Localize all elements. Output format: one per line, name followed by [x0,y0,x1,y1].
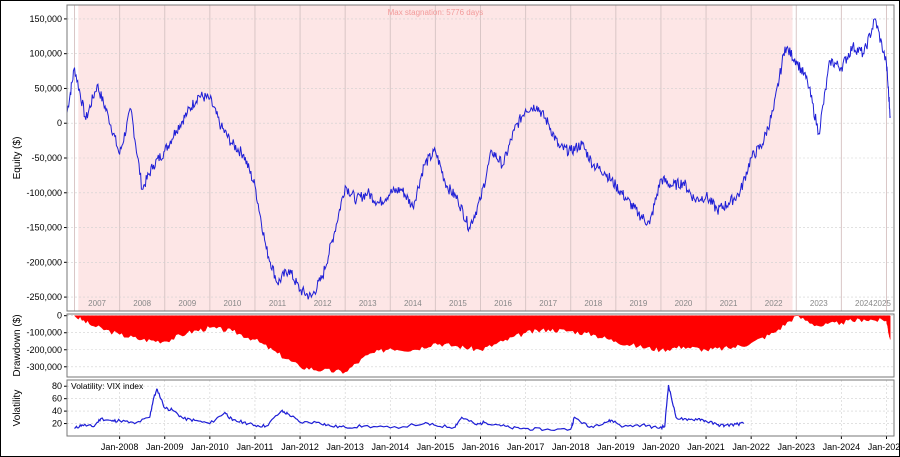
y-tick-label: 60 [52,394,62,404]
x-tick-label: Jan-2019 [597,442,635,452]
year-label: 2015 [449,299,467,308]
year-label: 2011 [269,299,287,308]
x-tick-label: Jan-2020 [642,442,680,452]
year-label: 2021 [720,299,738,308]
equity-panel-frame [66,4,895,312]
x-tick-label: Jan-2025 [868,442,899,452]
y-tick-label: -150,000 [26,223,62,233]
year-label: 2007 [88,299,106,308]
year-label: 2012 [314,299,332,308]
drawdown-panel-frame [66,313,895,378]
x-tick-label: Jan-2012 [281,442,319,452]
y-tick-label: -200,000 [26,257,62,267]
x-tick-label: Jan-2008 [101,442,139,452]
x-tick-label: Jan-2015 [417,442,455,452]
x-tick-label: Jan-2010 [191,442,229,452]
y-tick-label: -250,000 [26,292,62,302]
year-label: 2018 [584,299,602,308]
y-tick-label: 80 [52,381,62,391]
year-label: 2009 [178,299,196,308]
x-tick-label: Jan-2017 [507,442,545,452]
volatility-legend: Volatility: VIX index [71,381,144,391]
x-tick-label: Jan-2023 [777,442,815,452]
y-tick-label: 0 [57,311,62,321]
year-label: 2019 [629,299,647,308]
x-tick-label: Jan-2009 [146,442,184,452]
y-tick-label: 0 [57,118,62,128]
volatility-panel-frame [66,379,895,437]
year-label: 2024 [855,299,873,308]
year-label: 2008 [133,299,151,308]
y-tick-label: 150,000 [29,14,62,24]
x-tick-label: Jan-2014 [372,442,410,452]
x-tick-label: Jan-2013 [326,442,364,452]
equity-axis-title: Equity ($) [12,137,23,180]
x-tick-label: Jan-2024 [823,442,861,452]
y-tick-label: 50,000 [34,83,62,93]
year-label: 2017 [539,299,557,308]
year-label: 2020 [675,299,693,308]
y-tick-label: -50,000 [31,153,62,163]
y-tick-label: -100,000 [26,328,62,338]
y-tick-label: -300,000 [26,362,62,372]
y-tick-label: 100,000 [29,49,62,59]
year-label: 2016 [494,299,512,308]
y-tick-label: 40 [52,406,62,416]
equity-line [66,18,891,300]
drawdown-axis-title: Drawdown ($) [12,314,23,376]
year-label: 2014 [404,299,422,308]
stagnation-annotation: Max stagnation: 5776 days [388,8,484,17]
x-tick-label: Jan-2022 [732,442,770,452]
x-tick-label: Jan-2021 [687,442,725,452]
volatility-line [74,384,745,432]
x-tick-label: Jan-2016 [462,442,500,452]
y-tick-label: -200,000 [26,345,62,355]
year-label: 2013 [359,299,377,308]
x-tick-label: Jan-2011 [237,442,274,452]
x-tick-label: Jan-2018 [552,442,590,452]
year-label: 2025 [873,299,891,308]
year-label: 2010 [224,299,242,308]
volatility-axis-title: Volatility [12,390,23,427]
year-label: 2022 [765,299,783,308]
y-tick-label: 20 [52,419,62,429]
y-tick-label: -100,000 [26,188,62,198]
drawdown-area [73,315,891,374]
year-label: 2023 [810,299,828,308]
